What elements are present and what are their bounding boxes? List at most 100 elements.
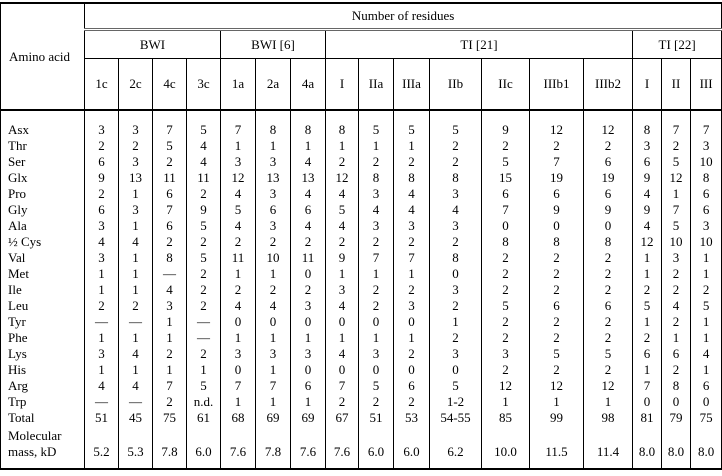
- value-cell: 8: [255, 110, 291, 138]
- value-cell: 3: [118, 110, 153, 138]
- value-cell: 8: [481, 234, 530, 250]
- value-cell: 2: [393, 234, 430, 250]
- value-cell: 3: [255, 186, 291, 202]
- value-cell: 0: [429, 362, 482, 378]
- column-header-12: IIIb1: [529, 58, 584, 111]
- value-cell: 5: [661, 218, 691, 234]
- value-cell: 7: [220, 110, 256, 138]
- value-cell: 2: [152, 234, 187, 250]
- row-label: Thr: [0, 138, 85, 154]
- value-cell: 3: [255, 346, 291, 362]
- value-cell: 3: [358, 346, 394, 362]
- value-cell: 12: [529, 110, 584, 138]
- value-cell: 5: [220, 202, 256, 218]
- value-cell: 5: [632, 298, 662, 314]
- value-cell: 7: [325, 378, 359, 394]
- header-row-groups: BWI BWI [6] TI [21] TI [22]: [1, 29, 722, 59]
- value-cell: 2: [290, 234, 326, 250]
- value-cell: 1: [632, 362, 662, 378]
- value-cell: 79: [661, 410, 691, 426]
- column-header-8: IIa: [358, 58, 394, 111]
- value-cell: 3: [358, 218, 394, 234]
- value-cell: 6.2: [429, 426, 482, 469]
- value-cell: 7: [152, 378, 187, 394]
- value-cell: 2: [689, 282, 722, 298]
- value-cell: 7: [661, 202, 691, 218]
- value-cell: 1: [393, 138, 430, 154]
- value-cell: —: [84, 394, 119, 410]
- value-cell: —: [118, 394, 153, 410]
- value-cell: 1: [481, 394, 530, 410]
- value-cell: 3: [429, 282, 482, 298]
- group-header-0: BWI: [84, 29, 221, 59]
- value-cell: 5: [689, 298, 722, 314]
- value-cell: 1: [186, 362, 221, 378]
- value-cell: 6.0: [186, 426, 221, 469]
- value-cell: 5: [186, 218, 221, 234]
- value-cell: 2: [186, 282, 221, 298]
- value-cell: 2: [632, 282, 662, 298]
- value-cell: 6: [152, 218, 187, 234]
- value-cell: 1: [632, 250, 662, 266]
- value-cell: 1: [689, 314, 722, 330]
- value-cell: 6: [661, 346, 691, 362]
- value-cell: 1: [393, 266, 430, 282]
- column-header-6: 4a: [290, 58, 326, 111]
- value-cell: 5: [186, 378, 221, 394]
- value-cell: 11: [220, 250, 256, 266]
- value-cell: 12: [529, 378, 584, 394]
- value-cell: 6: [529, 298, 584, 314]
- value-cell: 6.0: [393, 426, 430, 469]
- value-cell: 1: [220, 138, 256, 154]
- value-cell: 51: [358, 410, 394, 426]
- value-cell: 1: [358, 330, 394, 346]
- value-cell: 2: [84, 298, 119, 314]
- value-cell: 5: [186, 250, 221, 266]
- value-cell: 1: [84, 362, 119, 378]
- value-cell: 2: [220, 282, 256, 298]
- value-cell: 2: [325, 234, 359, 250]
- value-cell: 11: [186, 170, 221, 186]
- value-cell: 1: [632, 266, 662, 282]
- value-cell: 2: [358, 154, 394, 170]
- value-cell: 5: [481, 298, 530, 314]
- value-cell: 4: [325, 186, 359, 202]
- value-cell: 9: [186, 202, 221, 218]
- value-cell: 11.5: [529, 426, 584, 469]
- value-cell: 2: [290, 282, 326, 298]
- value-cell: 0: [529, 218, 584, 234]
- value-cell: 12: [325, 170, 359, 186]
- value-cell: 15: [481, 170, 530, 186]
- value-cell: 3: [429, 346, 482, 362]
- table-row-18: Total 51 45 75 61 68 69 69 67 51 53 54-55 85 99 98 81 79…: [0, 410, 722, 426]
- column-header-14: I: [632, 58, 662, 111]
- value-cell: 0: [358, 362, 394, 378]
- table-row-16: Arg 4 4 7 5 7 7 6 7 5 6 5 12 12 12 7 8 6: [0, 378, 722, 394]
- value-cell: 5: [583, 346, 633, 362]
- value-cell: 5: [152, 138, 187, 154]
- value-cell: 8: [583, 234, 633, 250]
- value-cell: 4: [84, 378, 119, 394]
- value-cell: 4: [186, 138, 221, 154]
- value-cell: 61: [186, 410, 221, 426]
- value-cell: 4: [186, 154, 221, 170]
- value-cell: 1: [118, 186, 153, 202]
- value-cell: 2: [186, 266, 221, 282]
- value-cell: 2: [529, 314, 584, 330]
- value-cell: 9: [325, 250, 359, 266]
- value-cell: 4: [84, 234, 119, 250]
- value-cell: 6.0: [358, 426, 394, 469]
- value-cell: 9: [632, 170, 662, 186]
- row-label: Gly: [0, 202, 85, 218]
- column-header-2: 4c: [152, 58, 187, 111]
- value-cell: 3: [118, 202, 153, 218]
- value-cell: 4: [290, 186, 326, 202]
- value-cell: 2: [84, 138, 119, 154]
- value-cell: 8: [529, 234, 584, 250]
- value-cell: 4: [325, 346, 359, 362]
- value-cell: 1: [220, 266, 256, 282]
- value-cell: 7: [358, 250, 394, 266]
- value-cell: 0: [325, 314, 359, 330]
- value-cell: 6: [632, 346, 662, 362]
- value-cell: 0: [220, 314, 256, 330]
